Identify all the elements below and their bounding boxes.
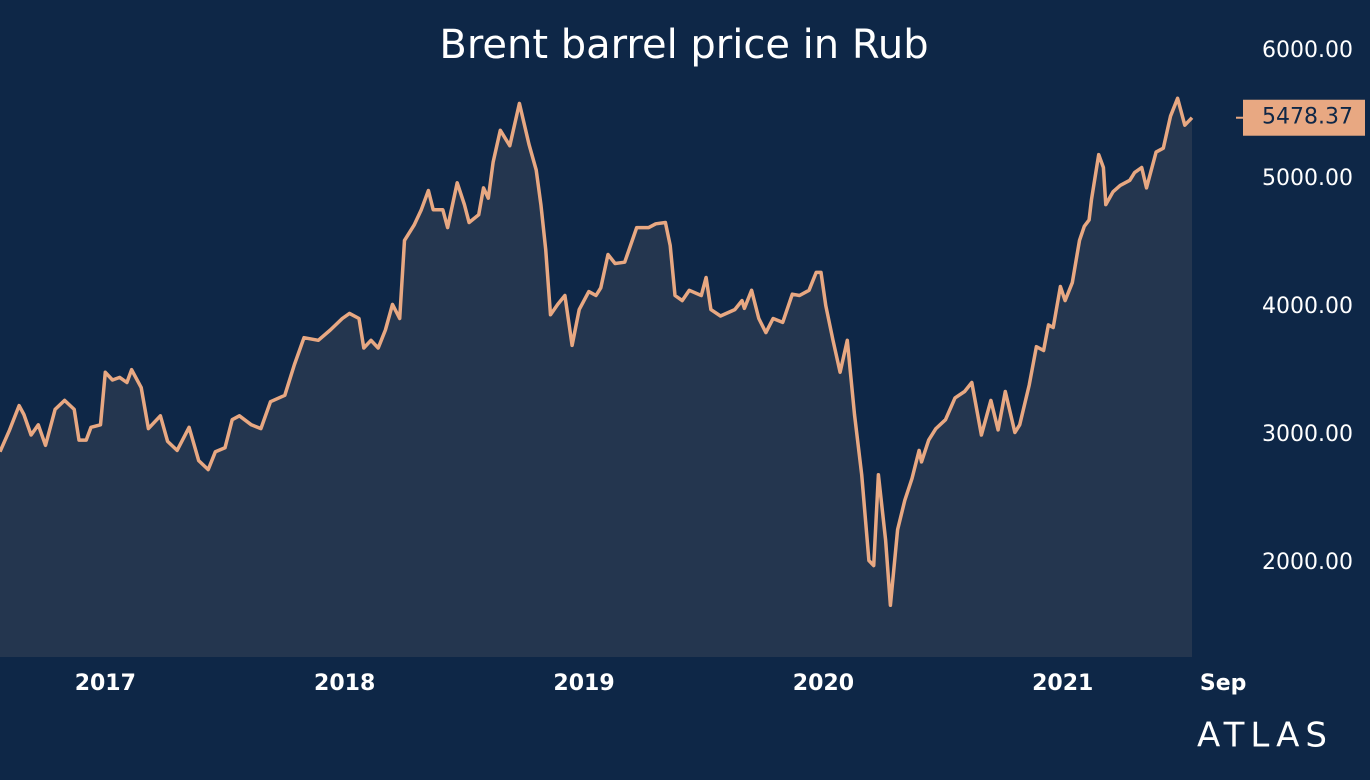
x-tick-label: 2017	[75, 671, 136, 696]
x-tick-label: 2018	[314, 671, 375, 696]
brand: ATLAS	[1197, 716, 1333, 756]
y-tick-label: 3000.00	[1262, 422, 1353, 447]
last-value-label: 5478.37	[1262, 105, 1353, 130]
x-tick-label: 2020	[793, 671, 854, 696]
area	[0, 98, 1192, 658]
x-tick-label: 2019	[553, 671, 614, 696]
last-value-box	[1243, 99, 1365, 136]
y-tick-label: 4000.00	[1262, 294, 1353, 319]
x-tick-label: Sep	[1200, 671, 1247, 696]
y-tick-label: 5000.00	[1262, 166, 1353, 191]
y-tick-label: 2000.00	[1262, 550, 1353, 575]
x-tick-label: 2021	[1032, 671, 1093, 696]
chart-title: Brent barrel price in Rub	[439, 22, 928, 68]
line	[0, 96, 1194, 608]
y-tick-label: 6000.00	[1262, 38, 1353, 63]
